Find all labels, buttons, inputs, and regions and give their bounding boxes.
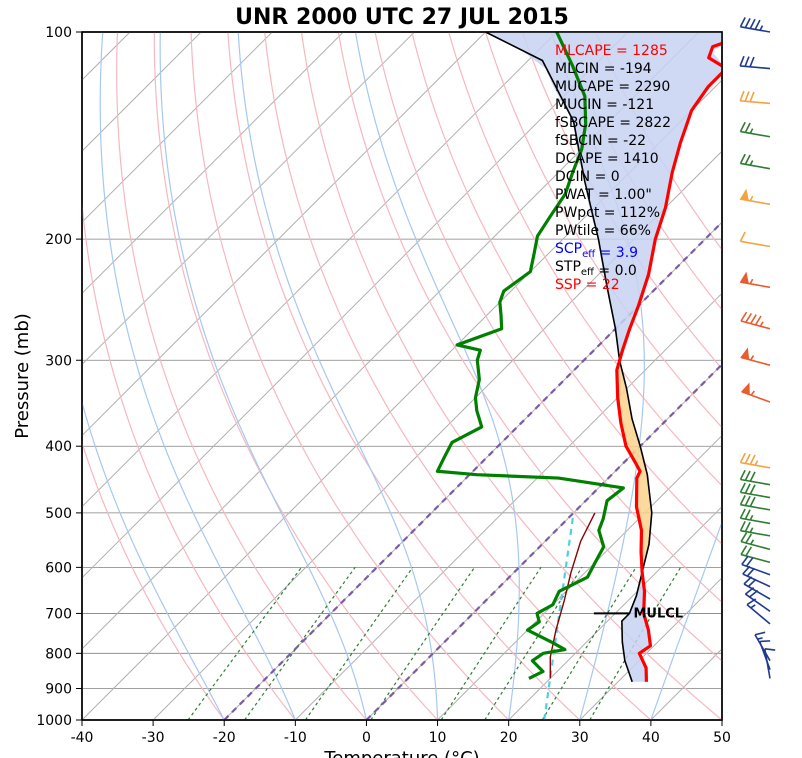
skewt-diagram: MULCL UNR 2000 UTC 27 JUL 2015 -40 -30 -20 -1… bbox=[0, 0, 802, 758]
wind-barb bbox=[740, 154, 771, 169]
svg-text:900: 900 bbox=[45, 682, 72, 698]
stat-line: PWAT = 1.00" bbox=[555, 187, 652, 203]
svg-text:50: 50 bbox=[713, 730, 731, 746]
stat-line: DCIN = 0 bbox=[555, 169, 620, 185]
wind-barb bbox=[740, 122, 771, 137]
stat-line: fSBCAPE = 2822 bbox=[555, 115, 671, 131]
svg-text:200: 200 bbox=[45, 232, 72, 248]
svg-text:100: 100 bbox=[45, 25, 72, 41]
svg-text:400: 400 bbox=[45, 439, 72, 455]
wind-barb bbox=[740, 56, 771, 69]
wind-barb bbox=[760, 638, 780, 670]
wind-barb bbox=[740, 508, 771, 523]
wind-barb bbox=[747, 597, 776, 624]
wind-barb bbox=[740, 189, 771, 204]
y-axis-label: Pressure (mb) bbox=[12, 313, 33, 439]
svg-text:800: 800 bbox=[45, 646, 72, 662]
wind-barb bbox=[740, 91, 771, 104]
wind-barb bbox=[740, 453, 771, 468]
wind-barb bbox=[741, 311, 773, 328]
svg-text:-30: -30 bbox=[142, 730, 165, 746]
stat-line: MUCIN = -121 bbox=[555, 97, 654, 113]
wind-barb bbox=[742, 555, 774, 575]
stat-line: PWtile = 66% bbox=[555, 223, 651, 239]
wind-barb bbox=[743, 565, 774, 587]
svg-text:10: 10 bbox=[429, 730, 447, 746]
stat-line: SSP = 22 bbox=[555, 277, 620, 293]
wind-barb bbox=[740, 17, 771, 32]
svg-text:600: 600 bbox=[45, 560, 72, 576]
wind-barb bbox=[740, 470, 771, 485]
svg-text:40: 40 bbox=[642, 730, 660, 746]
svg-text:300: 300 bbox=[45, 353, 72, 369]
wind-barb bbox=[741, 348, 773, 365]
wind-barb bbox=[740, 231, 771, 246]
svg-text:1000: 1000 bbox=[36, 713, 72, 729]
wind-barb bbox=[740, 272, 771, 287]
svg-text:-10: -10 bbox=[284, 730, 307, 746]
chart-title: UNR 2000 UTC 27 JUL 2015 bbox=[235, 5, 569, 30]
svg-text:700: 700 bbox=[45, 606, 72, 622]
stat-line: MUCAPE = 2290 bbox=[555, 79, 670, 95]
x-axis-label: Temperature (°C) bbox=[323, 748, 479, 758]
svg-text:500: 500 bbox=[45, 506, 72, 522]
svg-text:-40: -40 bbox=[71, 730, 94, 746]
stat-line: MLCIN = -194 bbox=[555, 61, 652, 77]
svg-text:0: 0 bbox=[362, 730, 371, 746]
svg-text:30: 30 bbox=[571, 730, 589, 746]
mulcl-label: MULCL bbox=[633, 606, 683, 621]
stat-line: PWpct = 112% bbox=[555, 205, 660, 221]
stat-line: DCAPE = 1410 bbox=[555, 151, 659, 167]
svg-text:-20: -20 bbox=[213, 730, 236, 746]
stat-line: fSBCIN = -22 bbox=[555, 133, 646, 149]
wind-barb bbox=[742, 382, 774, 402]
svg-text:20: 20 bbox=[500, 730, 518, 746]
stat-line: MLCAPE = 1285 bbox=[555, 43, 668, 59]
wind-barb bbox=[765, 647, 780, 678]
